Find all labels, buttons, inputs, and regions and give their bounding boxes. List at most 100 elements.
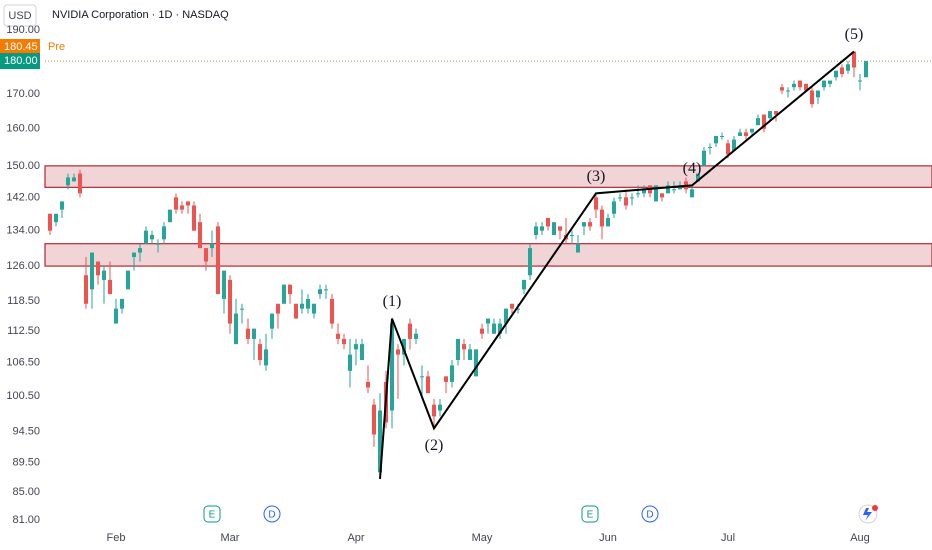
candle-body (738, 132, 742, 136)
candle-body (468, 349, 472, 361)
last-price-badge (0, 53, 40, 70)
candle-body (840, 67, 844, 74)
candle-body (534, 226, 538, 235)
candle-body (156, 243, 160, 245)
candle-body (768, 111, 772, 119)
candle-body (324, 289, 328, 291)
candle-body (510, 303, 514, 309)
candle-body (660, 193, 664, 198)
candle-body (600, 209, 604, 227)
currency: USD (8, 10, 31, 22)
candle-body (744, 132, 748, 136)
candle-body (786, 90, 790, 92)
x-tick-label: Apr (347, 532, 364, 544)
candle-body (132, 252, 136, 258)
candle-body (120, 298, 124, 309)
x-tick-label: Feb (107, 532, 126, 544)
candle-body (390, 323, 394, 411)
candle-body (78, 173, 82, 194)
y-tick-label: 126.00 (6, 260, 40, 272)
candle-body (330, 298, 334, 324)
candle-body (288, 284, 292, 295)
x-tick-label: Aug (850, 532, 870, 544)
candle-body (204, 248, 208, 262)
icon-dot[interactable] (872, 505, 878, 511)
last-price: 180.00 (4, 55, 38, 67)
candle-body (516, 308, 520, 310)
candle-body (246, 328, 250, 339)
icon-bolt[interactable] (863, 508, 872, 521)
y-tick-label: 100.50 (6, 390, 40, 402)
candle-body (372, 404, 376, 435)
candle-body (864, 61, 868, 78)
candle-body (270, 313, 274, 329)
candle-body (552, 222, 556, 235)
candle-body (72, 177, 76, 182)
candle-body (618, 197, 622, 199)
event-marker (203, 505, 221, 523)
wave-label: (3) (587, 168, 606, 185)
candle-body (750, 128, 754, 133)
candle-body (162, 226, 166, 240)
event-label: E (209, 510, 216, 521)
candle-body (108, 279, 112, 295)
pre-market-price: 180.45 (4, 41, 38, 53)
candle-body (114, 308, 118, 324)
candle-body (426, 376, 430, 394)
candle-body (816, 90, 820, 98)
candle-body (402, 338, 406, 355)
x-tick-label: May (472, 532, 493, 544)
candle-body (438, 404, 442, 411)
candle-body (474, 349, 478, 377)
candle-body (48, 213, 52, 231)
candle-body (228, 279, 232, 324)
y-tick-label: 134.00 (6, 225, 40, 237)
candle-body (486, 318, 490, 324)
zone (44, 243, 932, 267)
candle-body (306, 298, 310, 309)
candle-body (444, 376, 448, 382)
candle-body (456, 338, 460, 361)
replay-icon[interactable] (858, 504, 878, 524)
candle-body (822, 80, 826, 88)
candle-body (396, 349, 400, 355)
wave-label: (5) (845, 26, 864, 43)
candle-body (90, 252, 94, 290)
candle-body (360, 344, 364, 361)
candle-body (318, 289, 322, 295)
candle-body (504, 308, 508, 324)
candle-body (234, 313, 238, 345)
candle-body (834, 70, 838, 78)
candle-body (828, 80, 832, 84)
candle-body (624, 197, 628, 206)
candle-body (540, 226, 544, 231)
y-tick-label: 150.00 (6, 160, 40, 172)
candle-body (138, 248, 142, 253)
wave-label: (2) (425, 437, 444, 454)
candle-body (672, 189, 676, 191)
candle-body (420, 376, 424, 378)
candle-body (348, 354, 352, 371)
y-tick-label: 106.50 (6, 357, 40, 369)
candle-body (198, 222, 202, 249)
candle-body (216, 226, 220, 295)
candle-body (60, 201, 64, 210)
event-marker (581, 505, 599, 523)
candle-body (492, 323, 496, 334)
candle-body (192, 205, 196, 231)
currency-box (3, 4, 37, 27)
candle-body (726, 143, 730, 155)
wave-label: (1) (383, 293, 402, 310)
candle-body (804, 83, 808, 91)
candle-body (798, 80, 802, 88)
candle-body (612, 201, 616, 214)
candle-body (558, 226, 562, 231)
candle-body (756, 118, 760, 126)
candle-body (258, 344, 262, 361)
event-marker (263, 505, 281, 523)
candle-body (582, 222, 586, 227)
candle-body (780, 87, 784, 91)
candle-body (366, 381, 370, 388)
